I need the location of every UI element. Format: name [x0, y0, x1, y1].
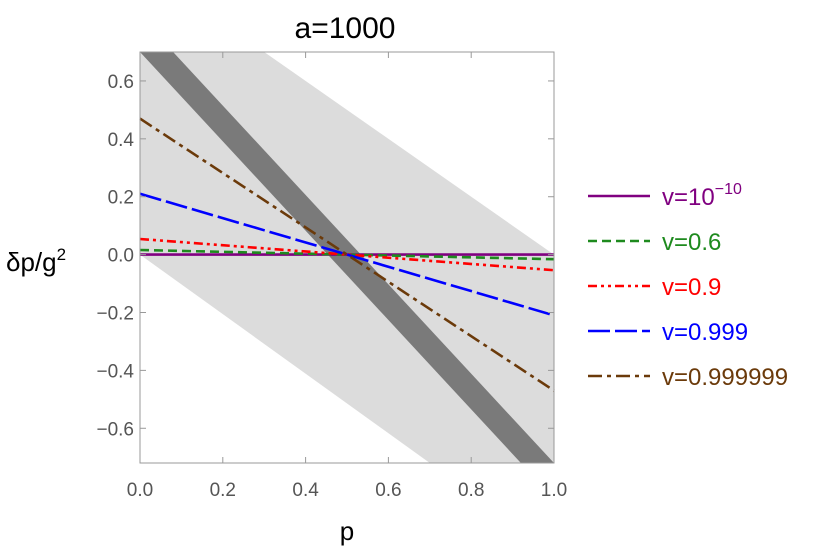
shaded-regions — [140, 52, 554, 463]
series-line-4 — [139, 117, 555, 392]
region-1 — [140, 52, 554, 463]
legend-label-0: v=10−10 — [662, 181, 742, 211]
series-lines — [139, 117, 555, 392]
y-tick-label: 0.0 — [108, 246, 134, 267]
x-tick-label: 0.8 — [458, 480, 484, 501]
y-tick-label: 0.6 — [108, 72, 134, 93]
y-tick-label: 0.2 — [108, 188, 134, 209]
x-tick-label: 0.2 — [210, 480, 236, 501]
axis-ticks: 0.0 0.2 0.4 0.6 0.8 1.0 0.6 0.4 0.2 0.0 −0.2 −0.4 −0… — [96, 52, 567, 501]
x-tick-label: 0.4 — [292, 480, 319, 501]
x-tick-label: 1.0 — [541, 480, 567, 501]
chart-title: a=1000 — [295, 12, 396, 45]
y-axis-label: δp/g2 — [6, 245, 66, 277]
x-tick-label: 0.0 — [127, 480, 153, 501]
y-tick-label: −0.2 — [96, 303, 134, 324]
legend: v=10−10 v=0.6 v=0.9 v=0.999 v=0.999999 — [588, 181, 788, 391]
y-tick-label: −0.4 — [96, 361, 134, 382]
legend-label-3: v=0.999 — [662, 319, 748, 346]
series-line-3 — [139, 192, 555, 317]
legend-label-4: v=0.999999 — [662, 364, 788, 391]
plot-frame — [139, 51, 555, 464]
legend-label-2: v=0.9 — [662, 274, 721, 301]
x-tick-label: 0.6 — [375, 480, 401, 501]
y-tick-label: 0.4 — [108, 130, 135, 151]
y-axis-label-main: δp/g — [6, 247, 57, 277]
x-axis-label: p — [340, 516, 354, 546]
series-line-2 — [139, 237, 555, 272]
y-tick-label: −0.6 — [96, 419, 134, 440]
legend-label-1: v=0.6 — [662, 229, 721, 256]
y-axis-label-exponent: 2 — [57, 245, 66, 264]
